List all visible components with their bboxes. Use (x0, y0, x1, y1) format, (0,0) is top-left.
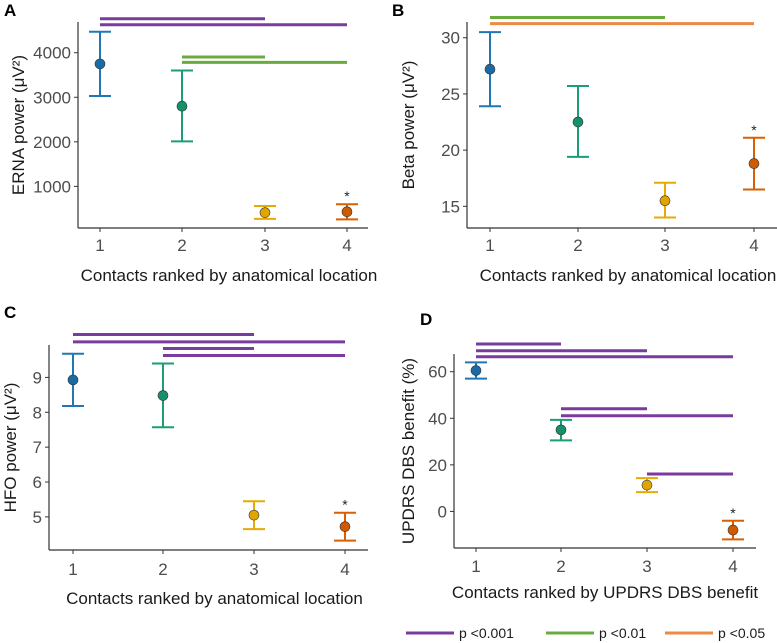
x-axis-title: Contacts ranked by UPDRS DBS benefit (452, 583, 758, 602)
x-tick-label: 1 (95, 236, 104, 255)
legend-item-p05: p <0.05 (665, 625, 765, 641)
significance-asterisk: * (751, 122, 757, 138)
y-tick-label: 20 (441, 141, 460, 160)
mean-point (572, 116, 584, 128)
x-tick-label: 4 (728, 557, 737, 576)
x-tick-label: 3 (660, 236, 669, 255)
y-tick-label: 20 (428, 456, 447, 475)
x-tick-label: 2 (177, 236, 186, 255)
x-tick-label: 2 (158, 560, 167, 579)
y-axis-title: HFO power (μV²) (1, 383, 20, 513)
mean-point (484, 63, 496, 75)
y-tick-label: 0 (438, 502, 447, 521)
x-tick-label: 2 (573, 236, 582, 255)
legend-item-p001: p <0.001 (406, 625, 514, 641)
y-tick-label: 4000 (33, 44, 71, 63)
y-tick-label: 60 (428, 363, 447, 382)
x-tick-label: 4 (749, 236, 758, 255)
legend-label: p <0.05 (718, 625, 765, 641)
x-tick-label: 4 (342, 236, 351, 255)
mean-point (659, 195, 671, 206)
mean-point (727, 524, 739, 536)
panel-label: D (420, 310, 432, 329)
mean-point (157, 390, 169, 401)
y-tick-label: 8 (33, 403, 42, 422)
y-tick-label: 3000 (33, 88, 71, 107)
panel-label: A (4, 1, 16, 20)
x-axis-title: Contacts ranked by anatomical location (480, 266, 777, 285)
y-tick-label: 30 (441, 29, 460, 48)
legend-item-p01: p <0.01 (546, 625, 646, 641)
x-tick-label: 1 (471, 557, 480, 576)
x-tick-label: 2 (556, 557, 565, 576)
mean-point (67, 374, 79, 386)
x-tick-label: 3 (260, 236, 269, 255)
y-axis-title: ERNA power (μV²) (9, 55, 28, 195)
significance-asterisk: * (344, 188, 350, 204)
y-tick-label: 6 (33, 473, 42, 492)
x-tick-label: 3 (642, 557, 651, 576)
x-axis-title: Contacts ranked by anatomical location (66, 589, 363, 608)
mean-point (555, 424, 567, 436)
panel-label: B (392, 1, 404, 20)
mean-point (641, 479, 653, 491)
y-tick-label: 25 (441, 85, 460, 104)
legend-label: p <0.001 (459, 625, 514, 641)
y-tick-label: 5 (33, 508, 42, 527)
panel-label: C (4, 303, 16, 322)
mean-point (248, 509, 260, 521)
y-tick-label: 1000 (33, 177, 71, 196)
y-axis-title: UPDRS DBS benefit (%) (399, 358, 418, 544)
panel-b: B 15 20 25 30 1 2 3 4 Contacts ranked by anatomic… (392, 1, 777, 285)
panel-a: A 1000 2000 3000 4000 1 2 3 4 Contacts ranked by … (4, 1, 377, 285)
legend-label: p <0.01 (599, 625, 646, 641)
x-axis-title: Contacts ranked by anatomical location (81, 266, 378, 285)
y-tick-label: 9 (33, 368, 42, 387)
x-tick-label: 3 (249, 560, 258, 579)
significance-asterisk: * (730, 505, 736, 521)
y-tick-label: 7 (33, 438, 42, 457)
y-tick-label: 40 (428, 409, 447, 428)
significance-asterisk: * (342, 497, 348, 513)
x-tick-label: 4 (340, 560, 349, 579)
mean-point (470, 365, 482, 376)
legend: p <0.001 p <0.01 p <0.05 (406, 625, 765, 641)
x-tick-label: 1 (485, 236, 494, 255)
x-tick-label: 1 (68, 560, 77, 579)
panel-d: D 0 20 40 60 1 2 3 4 Contacts ranked by UPDRS DBS… (399, 310, 758, 602)
mean-point (341, 206, 353, 218)
y-tick-label: 15 (441, 197, 460, 216)
panel-c: C 5 6 7 8 9 1 2 3 4 Contacts ranked by anatomical … (1, 303, 368, 608)
mean-point (259, 207, 271, 218)
y-axis-title: Beta power (μV²) (399, 61, 418, 190)
mean-point (339, 521, 351, 532)
y-tick-label: 2000 (33, 133, 71, 152)
mean-point (176, 100, 188, 112)
mean-point (748, 158, 760, 169)
mean-point (94, 58, 106, 70)
